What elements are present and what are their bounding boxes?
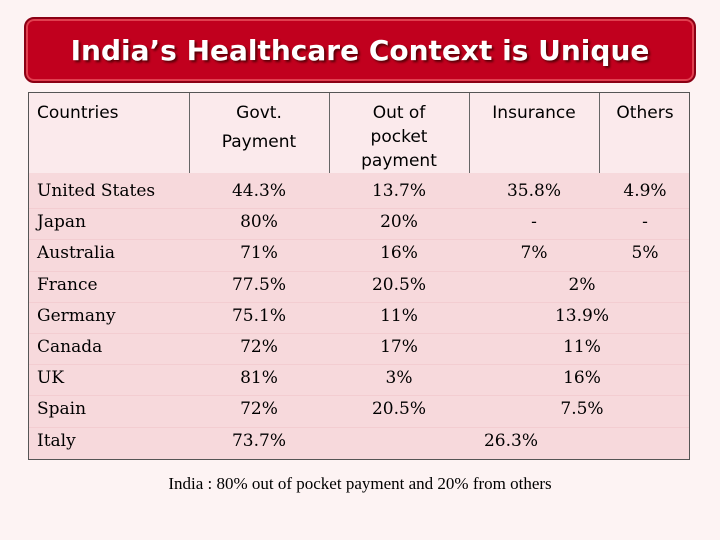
combined-all-cell: 26.3%	[483, 430, 539, 451]
row-divider	[29, 364, 689, 366]
combined-cell: 2%	[568, 274, 596, 295]
insurance-cell: 7%	[520, 243, 548, 264]
country-cell: Germany	[37, 305, 116, 326]
others-cell: 4.9%	[623, 181, 667, 201]
oop-cell: 20.5%	[371, 399, 427, 420]
header-oop-line: payment	[361, 151, 437, 171]
govt-cell: 44.3%	[231, 181, 287, 201]
healthcare-table: Countries Govt. Payment Out of pocket pa…	[28, 92, 690, 460]
title-banner: India’s Healthcare Context is Unique	[24, 17, 696, 83]
header-oop-line: Out of	[372, 103, 426, 123]
combined-cell: 13.9%	[554, 305, 610, 326]
others-cell: 5%	[631, 243, 659, 264]
row-divider	[29, 395, 689, 397]
oop-cell: 20.5%	[371, 274, 427, 295]
header-others: Others	[616, 103, 674, 123]
govt-cell: 72%	[240, 399, 278, 420]
header-govt-line: Payment	[221, 132, 297, 152]
combined-cell: 7.5%	[560, 399, 604, 420]
country-cell: Japan	[37, 212, 86, 233]
govt-cell: 81%	[240, 368, 278, 389]
header-govt-line: Govt.	[236, 103, 282, 123]
country-cell: Canada	[37, 337, 103, 357]
combined-cell: 11%	[563, 337, 601, 357]
govt-cell: 72%	[240, 337, 278, 357]
country-cell: UK	[37, 368, 65, 389]
oop-cell: 17%	[380, 337, 418, 357]
oop-cell: 16%	[380, 243, 418, 264]
oop-cell: 13.7%	[371, 181, 427, 201]
govt-cell: 75.1%	[231, 305, 287, 326]
country-cell: France	[37, 274, 98, 295]
country-cell: Italy	[37, 430, 76, 451]
header-divider	[599, 93, 600, 173]
header-divider	[329, 93, 330, 173]
combined-cell: 16%	[563, 368, 601, 389]
country-cell: Spain	[37, 399, 87, 420]
table-header-row	[29, 93, 689, 173]
row-divider	[29, 208, 689, 210]
header-oop-line: pocket	[370, 127, 428, 147]
header-divider	[469, 93, 470, 173]
header-countries: Countries	[37, 103, 119, 123]
footnote: India : 80% out of pocket payment and 20…	[168, 474, 552, 493]
row-divider	[29, 301, 689, 303]
insurance-cell: 35.8%	[506, 181, 562, 201]
govt-cell: 73.7%	[231, 430, 287, 451]
oop-cell: 11%	[380, 305, 418, 326]
row-divider	[29, 239, 689, 241]
header-divider	[189, 93, 190, 173]
header-insurance: Insurance	[492, 103, 576, 123]
page-title: India’s Healthcare Context is Unique	[70, 33, 650, 67]
oop-cell: 20%	[380, 212, 418, 233]
govt-cell: 77.5%	[231, 274, 287, 295]
header-out-of-pocket: Out of pocket payment	[329, 101, 469, 173]
country-cell: Australia	[37, 243, 116, 264]
row-divider	[29, 333, 689, 334]
country-cell: United States	[37, 181, 156, 201]
oop-cell: 3%	[385, 368, 413, 389]
row-divider	[29, 426, 689, 428]
govt-cell: 71%	[240, 243, 278, 264]
header-govt-payment: Govt. Payment	[189, 101, 329, 154]
govt-cell: 80%	[240, 212, 278, 233]
row-divider	[29, 270, 689, 272]
others-cell: -	[642, 212, 648, 233]
insurance-cell: -	[531, 212, 537, 233]
